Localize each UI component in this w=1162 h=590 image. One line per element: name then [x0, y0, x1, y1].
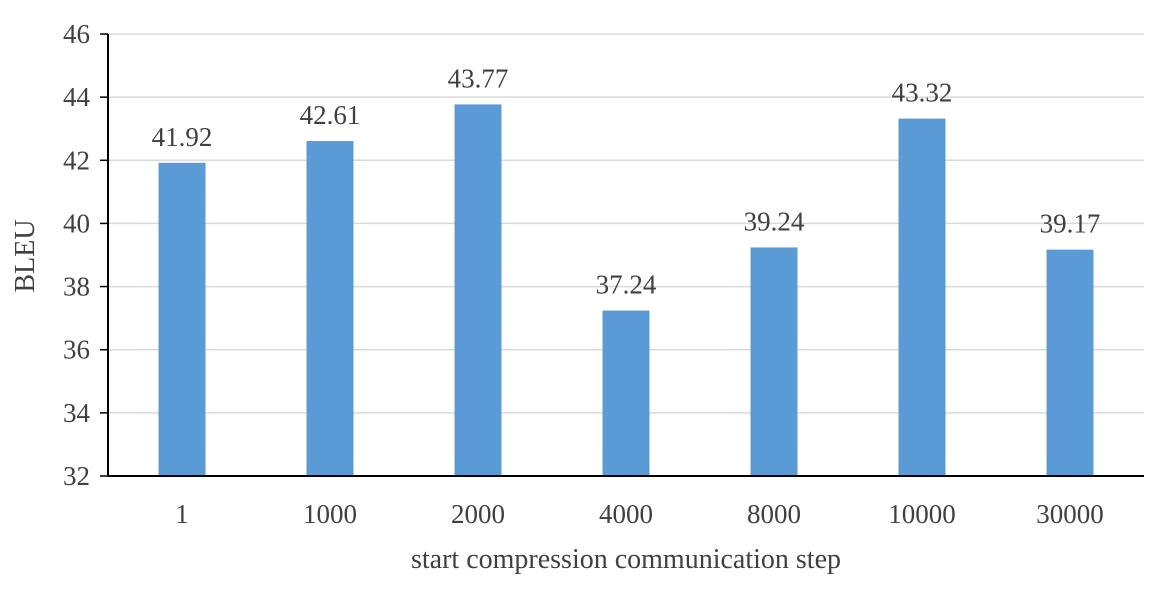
- y-tick-labels: 32 34 36 38 40 42 44 46: [63, 19, 91, 491]
- y-tick-label: 32: [63, 461, 90, 491]
- y-tick-label: 38: [63, 272, 90, 302]
- x-axis-title: start compression communication step: [411, 544, 841, 575]
- x-tick-label: 30000: [1036, 499, 1104, 529]
- y-tick-label: 42: [63, 145, 90, 175]
- y-tick-label: 40: [63, 208, 90, 238]
- bar: [454, 104, 502, 476]
- x-tick-label: 10000: [888, 499, 956, 529]
- bar: [750, 247, 798, 476]
- x-tick-label: 2000: [451, 499, 505, 529]
- gridlines: [108, 33, 1144, 414]
- x-tick-label: 1000: [303, 499, 357, 529]
- bar: [306, 141, 354, 476]
- y-axis-title: BLEU: [10, 219, 41, 292]
- bar: [602, 310, 650, 476]
- bars: [158, 104, 1094, 477]
- bar: [898, 118, 946, 477]
- bar: [158, 162, 206, 476]
- x-tick-label: 4000: [599, 499, 653, 529]
- data-label: 39.17: [1040, 209, 1101, 239]
- data-label: 43.32: [892, 78, 953, 108]
- data-label: 43.77: [448, 63, 509, 93]
- axes: [100, 33, 1144, 477]
- x-tick-label: 8000: [747, 499, 801, 529]
- data-label: 37.24: [596, 270, 657, 300]
- y-tick-label: 34: [63, 398, 91, 428]
- x-tick-label: 1: [175, 499, 189, 529]
- x-tick-labels: 1 1000 2000 4000 8000 10000 30000: [175, 499, 1104, 529]
- data-label: 39.24: [744, 206, 805, 236]
- data-labels: 41.92 42.61 43.77 37.24 39.24 43.32 39.17: [152, 63, 1101, 299]
- y-tick-label: 44: [63, 82, 91, 112]
- bar: [1046, 249, 1094, 476]
- data-label: 42.61: [300, 100, 361, 130]
- data-label: 41.92: [152, 122, 213, 152]
- y-tick-label: 36: [63, 335, 90, 365]
- y-tick-label: 46: [63, 19, 90, 49]
